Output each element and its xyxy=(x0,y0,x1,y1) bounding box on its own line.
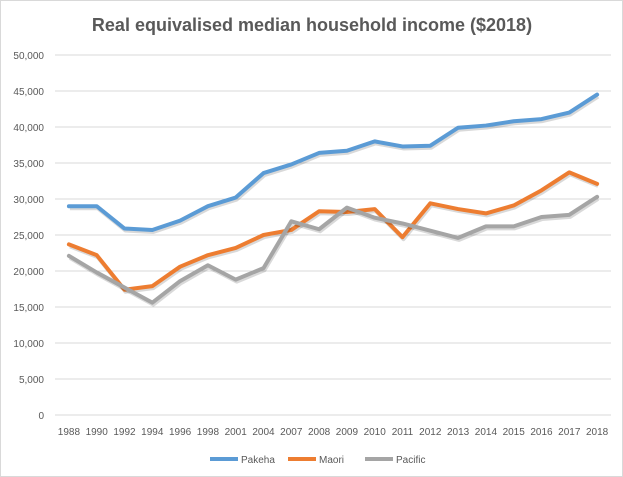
y-tick-label: 40,000 xyxy=(13,123,44,134)
legend-label: Pakeha xyxy=(241,455,275,466)
legend-label: Maori xyxy=(319,455,344,466)
x-tick-label: 2009 xyxy=(336,427,359,438)
y-tick-label: 25,000 xyxy=(13,231,44,242)
y-tick-label: 0 xyxy=(38,411,44,422)
series-line-pacific xyxy=(66,194,600,305)
series-line-maori xyxy=(66,170,600,292)
x-tick-label: 2001 xyxy=(225,427,248,438)
x-tick-label: 2004 xyxy=(252,427,275,438)
y-tick-label: 30,000 xyxy=(13,195,44,206)
x-tick-label: 2016 xyxy=(530,427,553,438)
x-tick-label: 2013 xyxy=(447,427,470,438)
x-tick-label: 2010 xyxy=(364,427,387,438)
x-tick-label: 1998 xyxy=(197,427,220,438)
x-tick-label: 1994 xyxy=(141,427,164,438)
x-tick-label: 1988 xyxy=(58,427,81,438)
y-tick-label: 35,000 xyxy=(13,159,44,170)
legend-label: Pacific xyxy=(396,455,425,466)
x-tick-label: 2011 xyxy=(392,427,414,438)
legend-item-pacific: Pacific xyxy=(365,455,425,466)
y-tick-label: 20,000 xyxy=(13,267,44,278)
y-tick-label: 15,000 xyxy=(13,303,44,314)
x-tick-label: 2008 xyxy=(308,427,331,438)
y-tick-label: 10,000 xyxy=(13,339,44,350)
series-line-pakeha xyxy=(66,92,600,232)
legend-item-pakeha: Pakeha xyxy=(210,455,275,466)
x-tick-label: 2014 xyxy=(475,427,498,438)
x-tick-label: 1996 xyxy=(169,427,192,438)
legend-item-maori: Maori xyxy=(288,455,344,466)
y-tick-label: 50,000 xyxy=(13,51,44,62)
y-tick-label: 5,000 xyxy=(19,375,44,386)
x-tick-label: 2018 xyxy=(586,427,609,438)
x-tick-label: 2017 xyxy=(558,427,581,438)
x-tick-label: 1992 xyxy=(113,427,136,438)
x-tick-label: 2012 xyxy=(419,427,442,438)
x-tick-label: 2007 xyxy=(280,427,303,438)
series-shadow xyxy=(69,94,600,234)
x-tick-label: 2015 xyxy=(503,427,526,438)
y-tick-label: 45,000 xyxy=(13,87,44,98)
x-tick-label: 1990 xyxy=(86,427,109,438)
chart-title: Real equivalised median household income… xyxy=(92,15,532,35)
